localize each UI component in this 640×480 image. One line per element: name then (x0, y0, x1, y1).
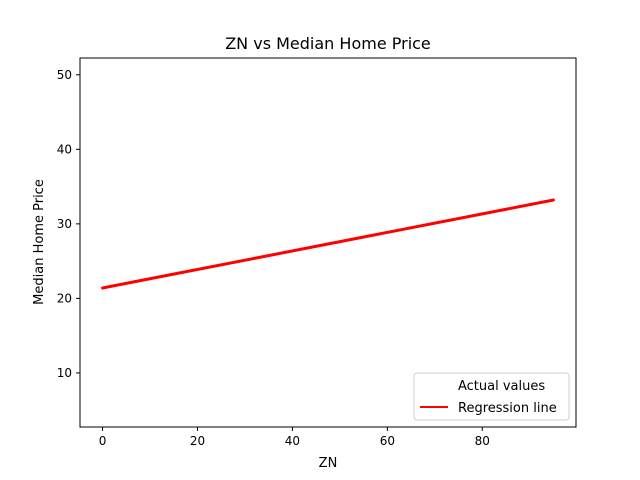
y-tick-label: 30 (57, 217, 72, 231)
y-axis-label: Median Home Price (32, 179, 47, 305)
series-layer (101, 198, 555, 290)
legend: Actual values Regression line (413, 372, 570, 421)
plot-area-frame (79, 57, 577, 428)
x-axis-label: ZN (319, 456, 338, 471)
legend-label-regression-line: Regression line (458, 401, 557, 416)
chart-title: ZN vs Median Home Price (225, 34, 431, 53)
x-tick-label: 0 (99, 434, 107, 448)
x-axis-ticks: 0 20 40 60 80 (99, 427, 490, 448)
legend-box (413, 372, 570, 421)
y-axis-ticks: 10 20 30 40 50 (57, 68, 80, 380)
legend-label-actual-values: Actual values (458, 379, 545, 394)
x-tick-label: 40 (285, 434, 300, 448)
y-tick-label: 50 (57, 68, 72, 82)
x-tick-label: 20 (190, 434, 205, 448)
x-tick-label: 80 (475, 434, 490, 448)
regression-line (101, 198, 555, 290)
y-tick-label: 10 (57, 366, 72, 380)
y-tick-label: 40 (57, 142, 72, 156)
y-tick-label: 20 (57, 291, 72, 305)
x-tick-label: 60 (380, 434, 395, 448)
